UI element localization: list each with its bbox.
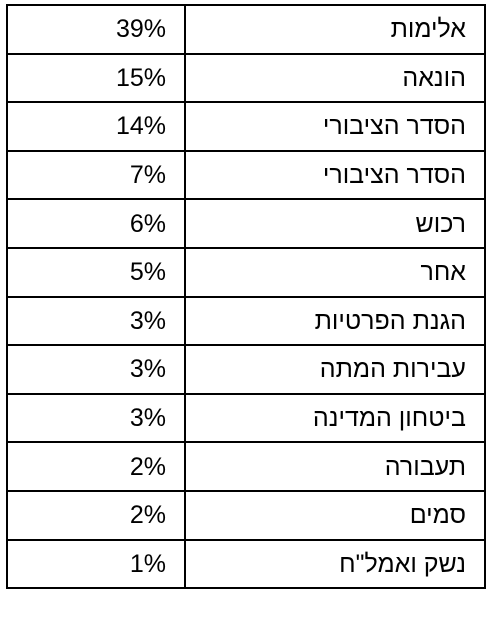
percent-cell: 39% <box>6 4 186 55</box>
percentage-table: 39% אלימות 15% הונאה 14% הסדר הציבורי 7%… <box>6 4 486 590</box>
category-cell: אחר <box>184 246 486 298</box>
category-cell: הונאה <box>184 52 486 104</box>
category-cell: סמים <box>184 489 486 541</box>
table-row: 14% הסדר הציבורי <box>6 101 486 152</box>
table-row: 6% רכוש <box>6 198 486 249</box>
percent-cell: 7% <box>6 149 186 201</box>
category-cell: אלימות <box>184 4 486 55</box>
table-row: 3% הגנת הפרטיות <box>6 295 486 347</box>
category-cell: עבירות המתה <box>184 344 486 395</box>
category-cell: הסדר הציבורי <box>184 149 486 201</box>
percent-cell: 3% <box>6 295 186 347</box>
percent-cell: 15% <box>6 52 186 104</box>
category-cell: הסדר הציבורי <box>184 101 486 152</box>
percent-cell: 14% <box>6 101 186 152</box>
table-row: 3% עבירות המתה <box>6 344 486 395</box>
table-row: 2% תעבורה <box>6 441 486 492</box>
table-row: 7% הסדר הציבורי <box>6 149 486 201</box>
percent-cell: 2% <box>6 441 186 492</box>
percent-cell: 2% <box>6 489 186 541</box>
table-row: 1% נשק ואמל"ח <box>6 538 486 590</box>
category-cell: תעבורה <box>184 441 486 492</box>
table-row: 2% סמים <box>6 489 486 541</box>
category-cell: ביטחון המדינה <box>184 392 486 444</box>
table-row: 5% אחר <box>6 246 486 298</box>
table-row: 39% אלימות <box>6 4 486 55</box>
table-row: 15% הונאה <box>6 52 486 104</box>
table-row: 3% ביטחון המדינה <box>6 392 486 444</box>
category-cell: רכוש <box>184 198 486 249</box>
category-cell: הגנת הפרטיות <box>184 295 486 347</box>
category-cell: נשק ואמל"ח <box>184 538 486 590</box>
percent-cell: 5% <box>6 246 186 298</box>
percent-cell: 3% <box>6 344 186 395</box>
percent-cell: 3% <box>6 392 186 444</box>
percent-cell: 1% <box>6 538 186 590</box>
percent-cell: 6% <box>6 198 186 249</box>
